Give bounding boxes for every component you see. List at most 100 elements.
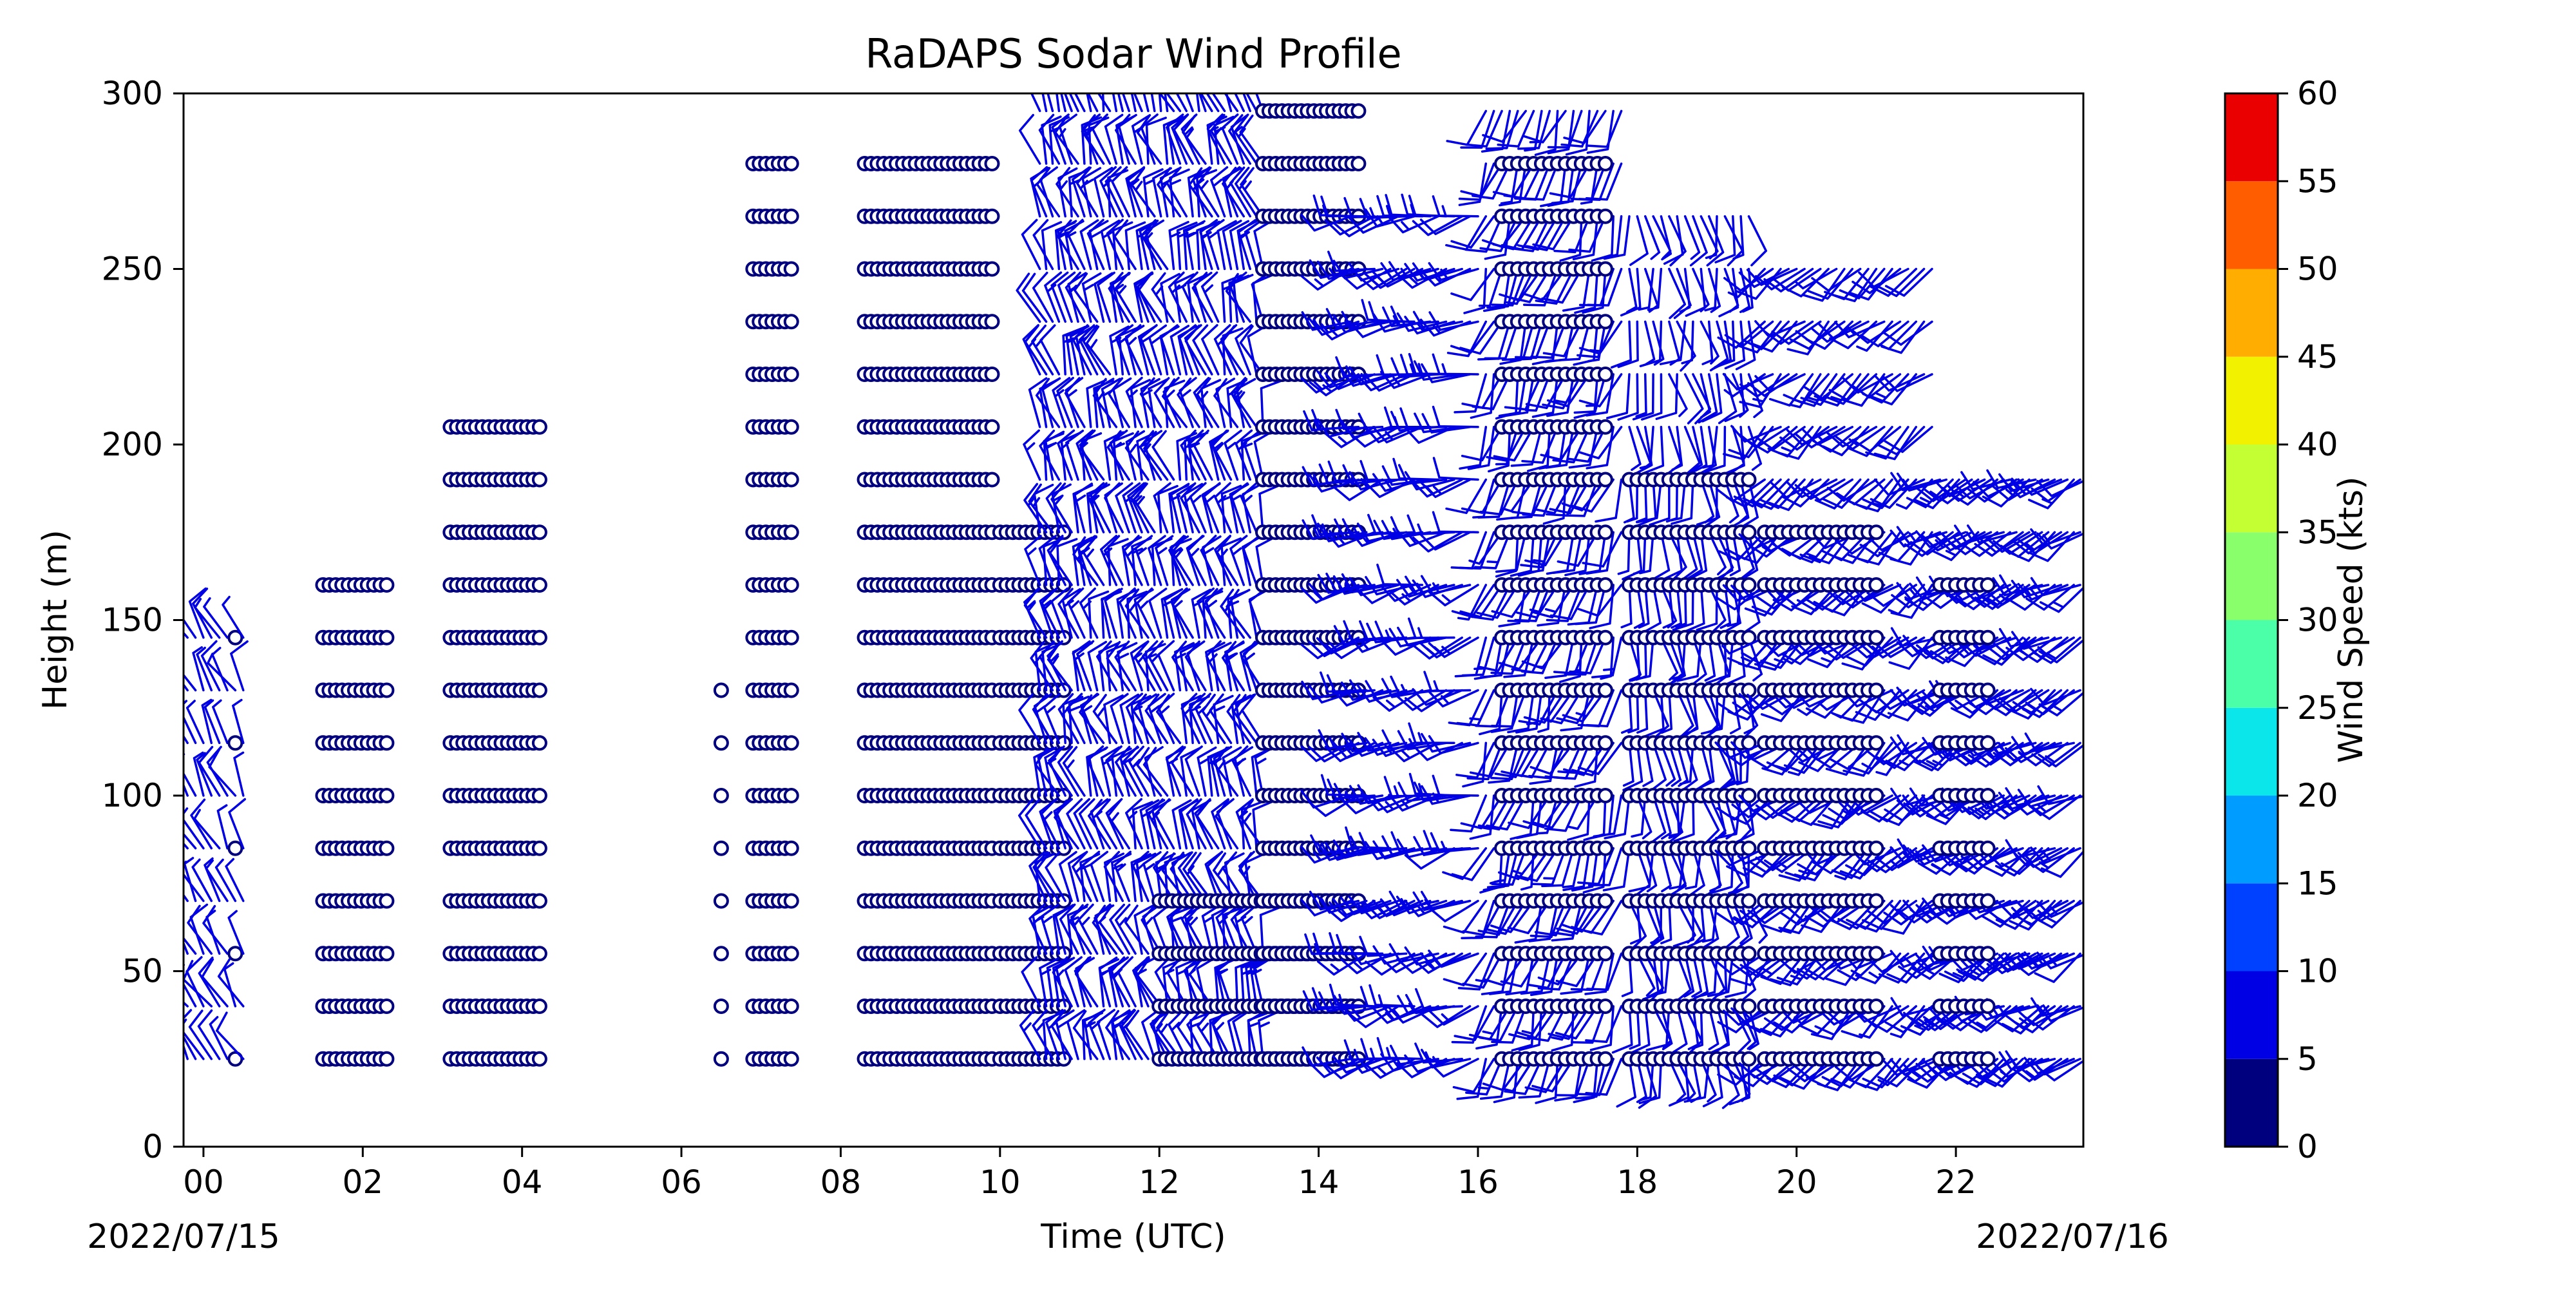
wind-barb bbox=[1582, 531, 1623, 568]
wind-barb bbox=[1229, 166, 1251, 218]
calm-marker bbox=[1056, 735, 1072, 751]
wind-barb bbox=[1187, 535, 1207, 586]
calm-marker bbox=[1741, 788, 1757, 803]
wind-barb bbox=[1341, 311, 1392, 331]
calm-marker bbox=[783, 946, 799, 962]
wind-barb bbox=[1203, 588, 1226, 639]
colorbar-segment bbox=[2225, 269, 2278, 357]
wind-barb bbox=[1137, 272, 1162, 323]
wind-barb bbox=[1596, 215, 1623, 260]
calm-marker bbox=[783, 156, 799, 171]
y-tick-label: 0 bbox=[142, 1128, 163, 1165]
wind-barb bbox=[2032, 636, 2081, 664]
calm-marker bbox=[379, 682, 395, 698]
wind-barb bbox=[1428, 950, 1479, 968]
wind-barb bbox=[1683, 215, 1701, 260]
calm-marker bbox=[379, 735, 395, 751]
wind-barb bbox=[2030, 687, 2081, 706]
wind-barb bbox=[1192, 324, 1213, 376]
calm-marker bbox=[227, 946, 243, 962]
wind-barb bbox=[1376, 1037, 1424, 1060]
wind-barb bbox=[1747, 215, 1768, 267]
wind-barb bbox=[1040, 798, 1061, 850]
wind-barb bbox=[1202, 482, 1221, 533]
wind-barb bbox=[1124, 1009, 1150, 1060]
wind-barb bbox=[1125, 376, 1143, 428]
wind-barb bbox=[1309, 373, 1360, 397]
wind-barb bbox=[1122, 745, 1143, 797]
colorbar-tick-label: 30 bbox=[2297, 602, 2338, 639]
calm-marker bbox=[379, 788, 395, 803]
wind-barb bbox=[1133, 904, 1154, 955]
wind-barb bbox=[225, 857, 245, 903]
wind-barb bbox=[1563, 110, 1607, 144]
wind-barb bbox=[1420, 575, 1472, 595]
wind-barb bbox=[1522, 110, 1567, 144]
wind-barb bbox=[1108, 377, 1130, 428]
wind-barb bbox=[1580, 899, 1623, 936]
wind-barb bbox=[1082, 850, 1101, 903]
wind-barb bbox=[1074, 273, 1099, 323]
wind-barb bbox=[185, 700, 205, 745]
wind-barb bbox=[1389, 1044, 1439, 1066]
wind-barb bbox=[1197, 746, 1217, 797]
calm-marker bbox=[1056, 788, 1072, 803]
wind-barb bbox=[1166, 166, 1188, 218]
wind-barb bbox=[1150, 93, 1156, 113]
wind-barb bbox=[1113, 219, 1137, 271]
y-axis-label: Height (m) bbox=[36, 530, 75, 710]
wind-barb bbox=[1874, 636, 1926, 658]
wind-barb bbox=[190, 798, 213, 850]
wind-barb bbox=[1225, 93, 1233, 113]
wind-barb bbox=[1754, 373, 1806, 392]
x-tick-label: 00 bbox=[183, 1163, 224, 1201]
calm-marker bbox=[1350, 103, 1367, 119]
calm-marker bbox=[783, 1051, 799, 1067]
calm-marker bbox=[713, 1051, 729, 1067]
wind-barb bbox=[2031, 794, 2081, 820]
wind-barb bbox=[1811, 267, 1862, 292]
wind-barb bbox=[1973, 478, 2024, 498]
wind-barb bbox=[1023, 588, 1048, 639]
wind-barb bbox=[2036, 1004, 2083, 1022]
wind-barb bbox=[1443, 952, 1488, 986]
wind-barb bbox=[1413, 836, 1463, 856]
wind-barb bbox=[1032, 271, 1054, 323]
wind-barb bbox=[1723, 426, 1766, 461]
wind-barb bbox=[1107, 538, 1129, 586]
x-tick-label: 20 bbox=[1776, 1163, 1817, 1201]
wind-barb bbox=[1196, 377, 1220, 428]
wind-barb bbox=[1082, 535, 1105, 586]
x-axis: 00 02 04 06 08 10 12 14 16 18 20 22 bbox=[183, 1147, 1976, 1201]
wind-barb bbox=[1064, 377, 1086, 428]
wind-barb bbox=[1999, 574, 2050, 595]
colorbar-segment bbox=[2225, 620, 2278, 708]
calm-marker bbox=[1597, 629, 1613, 646]
colorbar-tick-label: 40 bbox=[2297, 426, 2338, 463]
wind-barb bbox=[1979, 531, 2031, 554]
wind-barb bbox=[1038, 535, 1057, 586]
calm-marker bbox=[1741, 893, 1757, 909]
wind-barb bbox=[1701, 426, 1718, 469]
wind-barb bbox=[1683, 373, 1704, 425]
wind-barb bbox=[1668, 373, 1688, 417]
calm-marker bbox=[1741, 1051, 1757, 1067]
wind-barb bbox=[1365, 680, 1416, 700]
wind-barb bbox=[1128, 745, 1150, 797]
calm-marker bbox=[531, 577, 547, 593]
wind-barb bbox=[1316, 952, 1368, 976]
wind-barb bbox=[1396, 529, 1448, 548]
calm-marker bbox=[713, 682, 729, 698]
wind-barb bbox=[1199, 93, 1213, 113]
calm-marker bbox=[984, 367, 1000, 382]
calm-marker bbox=[984, 419, 1000, 435]
wind-barb bbox=[1136, 115, 1162, 165]
wind-barb bbox=[1348, 1055, 1400, 1074]
wind-barb bbox=[1144, 693, 1169, 745]
wind-barb bbox=[1998, 899, 2050, 919]
wind-barb bbox=[184, 964, 197, 1008]
wind-barb bbox=[1057, 588, 1079, 639]
calm-marker bbox=[1980, 788, 1996, 803]
wind-barb bbox=[1986, 899, 2037, 924]
